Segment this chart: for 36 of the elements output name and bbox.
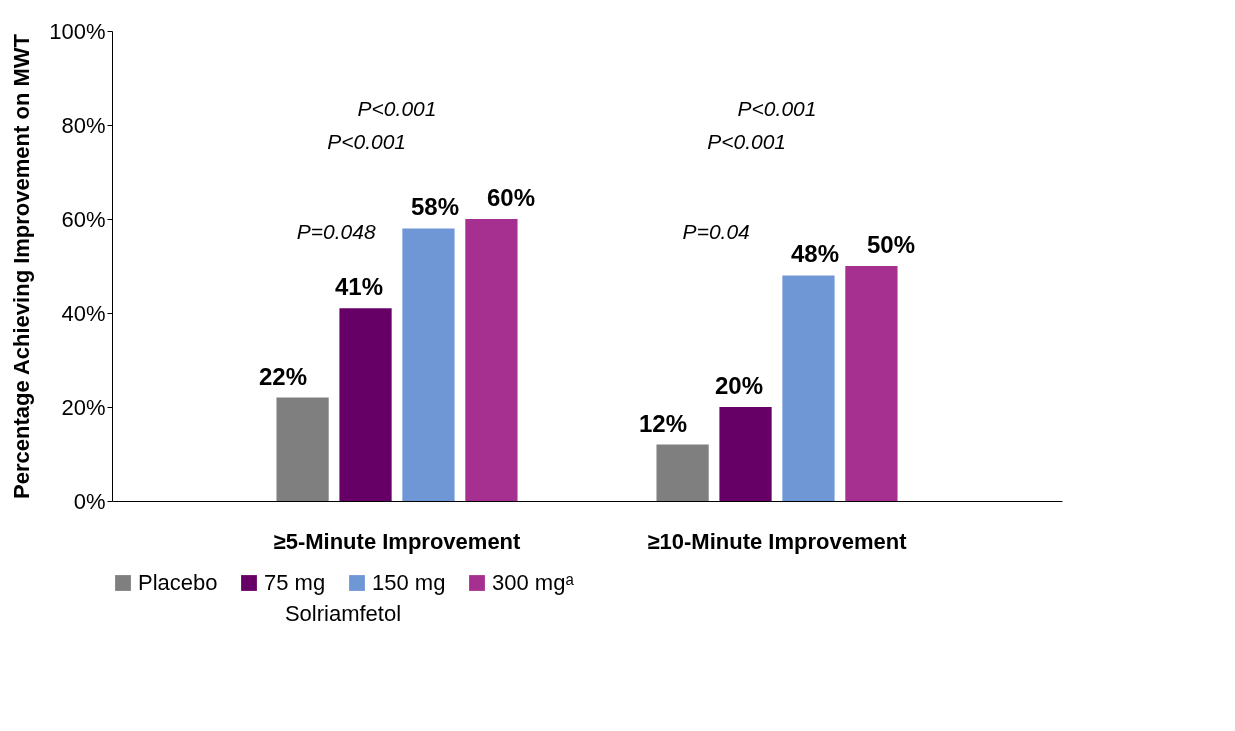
text: 50% bbox=[866, 231, 916, 258]
bar bbox=[276, 397, 329, 501]
bar bbox=[845, 266, 898, 501]
text: 60% bbox=[486, 184, 536, 211]
text: 22% bbox=[258, 362, 308, 390]
bar bbox=[465, 219, 518, 501]
y-tick-label: 0% bbox=[73, 488, 106, 514]
text: 48% bbox=[790, 240, 840, 268]
annotation: P=0.04 bbox=[682, 219, 750, 243]
annotation: P<0.001 bbox=[737, 97, 817, 121]
text: 58% bbox=[410, 193, 460, 221]
legend-label: 75 mg bbox=[264, 570, 326, 595]
annotation: P<0.001 bbox=[327, 130, 407, 154]
y-tick-label: 20% bbox=[61, 394, 106, 420]
bar bbox=[656, 444, 709, 501]
y-axis-title: Percentage Achieving Improvement on MWT bbox=[9, 33, 35, 499]
bar bbox=[402, 228, 455, 501]
text: 12% bbox=[638, 409, 688, 437]
text: 41% bbox=[334, 273, 384, 301]
bar bbox=[339, 308, 392, 501]
y-tick-label: 100% bbox=[49, 18, 106, 44]
bar bbox=[782, 275, 835, 501]
y-tick-label: 60% bbox=[61, 206, 106, 232]
x-tick-label: ≥10-Minute Improvement bbox=[647, 528, 908, 554]
annotation: P=0.048 bbox=[296, 219, 376, 243]
x-tick-label: ≥5-Minute Improvement bbox=[273, 528, 522, 554]
bar bbox=[719, 407, 772, 501]
legend-label: 150 mg bbox=[372, 570, 446, 595]
legend-label: Placebo bbox=[138, 570, 218, 595]
legend-title: Solriamfetol bbox=[284, 601, 402, 626]
y-tick-label: 40% bbox=[61, 300, 106, 326]
y-tick-label: 80% bbox=[61, 112, 106, 138]
annotation: P<0.001 bbox=[357, 97, 437, 121]
text: 20% bbox=[714, 372, 764, 399]
legend-label: 300 mgᵃ bbox=[492, 570, 575, 595]
annotation: P<0.001 bbox=[707, 130, 787, 154]
